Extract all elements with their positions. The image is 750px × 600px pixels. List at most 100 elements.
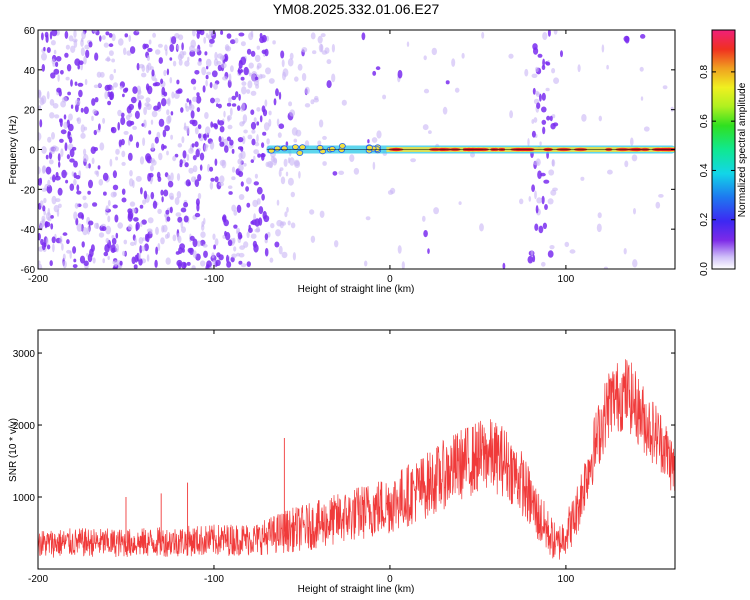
noise-blob: [263, 122, 270, 131]
noise-blob: [158, 152, 163, 161]
noise-blob: [290, 191, 295, 198]
noise-blob: [310, 235, 316, 243]
noise-blob: [103, 251, 109, 257]
noise-blob: [535, 66, 539, 73]
noise-blob: [537, 53, 543, 58]
noise-blob: [152, 32, 157, 38]
noise-blob: [161, 98, 167, 107]
noise-blob: [83, 55, 87, 65]
band-early-blob: [296, 150, 304, 156]
noise-blob: [214, 51, 218, 61]
noise-blob: [65, 179, 69, 184]
noise-blob: [541, 92, 546, 101]
noise-blob: [137, 101, 142, 110]
noise-blob: [142, 137, 146, 146]
noise-blob: [77, 82, 84, 87]
noise-blob: [150, 119, 154, 125]
noise-blob: [45, 34, 49, 43]
noise-blob: [88, 220, 94, 226]
noise-blob: [553, 77, 560, 84]
noise-blob: [210, 97, 215, 104]
noise-blob: [241, 86, 247, 95]
noise-blob: [353, 167, 360, 175]
noise-blob: [233, 224, 238, 229]
noise-blob: [164, 234, 169, 239]
noise-blob: [122, 88, 128, 93]
noise-blob: [166, 216, 171, 222]
noise-blob: [276, 219, 283, 227]
noise-blob: [183, 201, 189, 208]
noise-blob: [238, 32, 245, 37]
noise-blob: [265, 67, 271, 75]
noise-blob: [88, 163, 91, 169]
noise-blob: [313, 97, 319, 103]
noise-blob: [184, 162, 189, 168]
noise-blob: [539, 93, 542, 102]
noise-blob: [219, 175, 225, 184]
noise-blob: [60, 129, 67, 135]
snr-y-axis: 3000 2000 1000: [13, 349, 675, 504]
noise-blob: [38, 89, 42, 98]
noise-blob: [53, 49, 57, 55]
noise-blob: [195, 149, 200, 158]
noise-blob: [68, 113, 73, 121]
noise-blob: [135, 30, 140, 33]
noise-blob: [46, 91, 50, 100]
noise-blob: [156, 131, 161, 139]
noise-blob: [227, 124, 233, 130]
noise-blob: [92, 257, 96, 264]
noise-blob: [149, 165, 154, 172]
noise-blob: [445, 80, 450, 85]
y-tick-label: 3000: [13, 349, 36, 360]
band-early-blob: [280, 145, 288, 152]
noise-blob: [253, 117, 257, 123]
noise-blob: [290, 222, 296, 229]
noise-blob: [135, 175, 142, 182]
noise-blob: [240, 150, 246, 160]
noise-blob: [163, 91, 168, 97]
noise-blob: [174, 33, 180, 39]
noise-blob: [227, 185, 233, 189]
noise-blob: [58, 161, 61, 168]
noise-blob: [180, 107, 184, 113]
noise-blob: [214, 176, 219, 183]
noise-blob: [547, 198, 554, 205]
noise-blob: [287, 220, 291, 226]
noise-blob: [281, 59, 285, 68]
noise-blob: [250, 109, 255, 115]
noise-blob: [227, 115, 232, 121]
noise-blob: [83, 260, 89, 267]
noise-blob: [304, 86, 310, 95]
noise-blob: [553, 30, 558, 35]
noise-blob: [49, 112, 55, 119]
noise-blob: [235, 91, 239, 98]
noise-blob: [212, 123, 218, 128]
noise-blob: [112, 184, 119, 191]
noise-blob: [223, 110, 226, 118]
noise-blob: [238, 60, 243, 69]
noise-blob: [231, 253, 237, 259]
x-tick-label: -100: [204, 274, 224, 285]
noise-blob: [197, 124, 202, 130]
noise-blob: [50, 223, 54, 230]
noise-blob: [251, 73, 257, 82]
noise-blob: [215, 259, 221, 266]
noise-blob: [123, 239, 128, 245]
noise-blob: [48, 159, 54, 165]
noise-blob: [49, 31, 53, 40]
noise-blob: [61, 243, 64, 251]
noise-blob: [98, 82, 102, 88]
noise-blob: [124, 33, 129, 38]
noise-blob: [334, 240, 339, 248]
noise-blob: [46, 244, 51, 250]
noise-blob: [129, 134, 133, 142]
snr-panel: 3000 2000 1000 -200 -100 0 100 Height of stra…: [8, 329, 676, 595]
noise-blob: [423, 230, 428, 238]
noise-blob: [139, 204, 144, 209]
noise-blob: [247, 134, 253, 140]
noise-blob: [52, 103, 59, 109]
noise-blob: [38, 105, 42, 111]
noise-blob: [238, 164, 244, 172]
noise-blob: [259, 115, 263, 123]
noise-blob: [246, 261, 251, 267]
